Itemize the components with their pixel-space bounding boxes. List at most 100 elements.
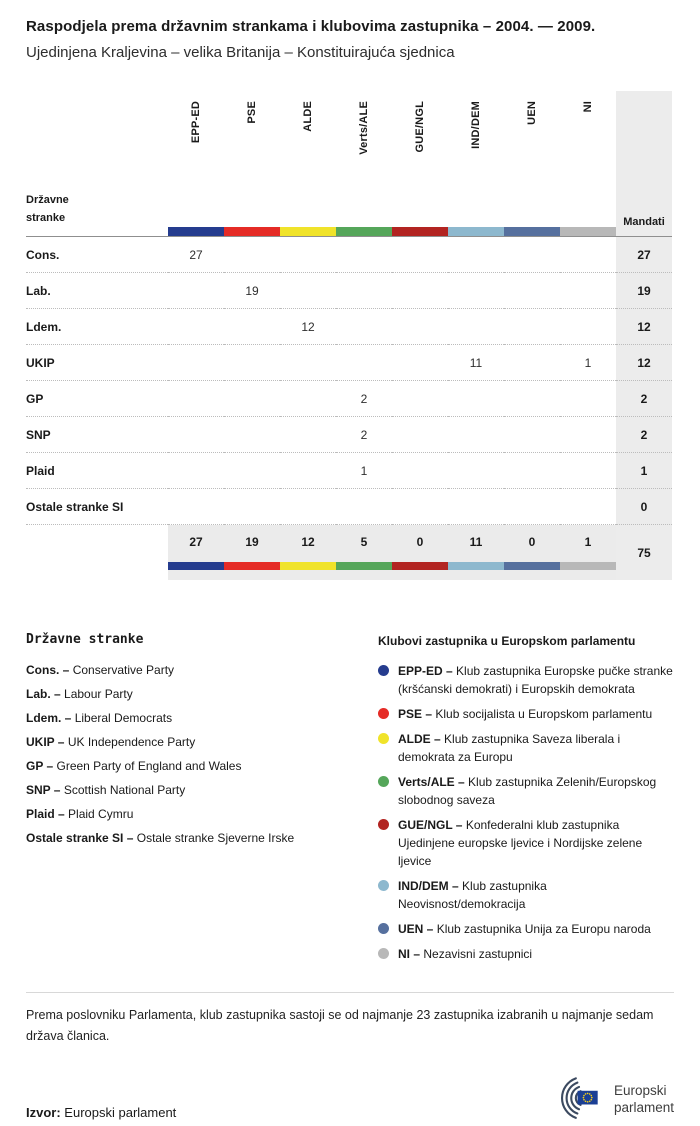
mandati-cell: 2 [616, 416, 672, 453]
europarl-hemicycle-flag-icon [560, 1077, 598, 1120]
value-cell: 27 [168, 236, 224, 273]
party-name-cell: SNP [26, 416, 168, 453]
value-cell [280, 236, 336, 273]
totals-blank-cell [26, 559, 168, 580]
totals-blank-cell [26, 524, 168, 559]
value-cell [168, 272, 224, 309]
table-row: SNP 2 2 [26, 416, 672, 453]
total-cell: 5 [336, 524, 392, 559]
value-cell [504, 380, 560, 417]
value-cell [168, 344, 224, 381]
value-cell [504, 236, 560, 273]
row-header-label: Državne stranke [26, 91, 168, 237]
group-color-dot-epp-ed [378, 665, 389, 676]
value-cell [504, 416, 560, 453]
value-cell [448, 452, 504, 489]
europarl-logo: Europski parlament [541, 1076, 674, 1122]
mandati-cell: 12 [616, 344, 672, 381]
footnote-divider [26, 992, 674, 993]
value-cell [504, 452, 560, 489]
value-cell [392, 236, 448, 273]
value-cell: 19 [224, 272, 280, 309]
legend-party-item: Plaid – Plaid Cymru [26, 807, 134, 821]
table-row: UKIP 11 1 12 [26, 344, 672, 381]
legend-party-item: Ostale stranke SI – Ostale stranke Sjeve… [26, 831, 295, 845]
table-row: Ostale stranke SI 0 [26, 488, 672, 525]
column-header-ni: NI [582, 101, 594, 113]
value-cell [280, 416, 336, 453]
legend-groups: Klubovi zastupnika u Europskom parlament… [378, 632, 674, 970]
table-row: GP 2 2 [26, 380, 672, 417]
value-cell [560, 452, 616, 489]
source-name: Europski parlament [64, 1105, 177, 1121]
legend-party-item: UKIP – UK Independence Party [26, 735, 196, 749]
value-cell [336, 308, 392, 345]
legend-group-item: EPP-ED – Klub zastupnika Europske pučke … [378, 662, 674, 698]
legend-groups-title: Klubovi zastupnika u Europskom parlament… [378, 634, 636, 648]
total-bar-verts-ale [336, 559, 392, 580]
footer: Izvor: Europski parlament [26, 1076, 674, 1122]
legend-group-item: IND/DEM – Klub zastupnika Neovisnost/dem… [378, 877, 674, 913]
color-bar-epp-ed [168, 227, 224, 237]
page-subtitle: Ujedinjena Kraljevina – velika Britanija… [26, 44, 455, 61]
value-cell [280, 452, 336, 489]
total-cell: 27 [168, 524, 224, 559]
group-color-dot-gue-ngl [378, 819, 389, 830]
value-cell [392, 380, 448, 417]
legend-party-item: SNP – Scottish National Party [26, 783, 186, 797]
total-bar-ni [560, 559, 616, 580]
value-cell [336, 272, 392, 309]
group-color-dot-ni [378, 948, 389, 959]
value-cell [448, 308, 504, 345]
total-cell: 12 [280, 524, 336, 559]
value-cell [280, 272, 336, 309]
legend-group-item: UEN – Klub zastupnika Unija za Europu na… [378, 920, 674, 938]
value-cell [224, 488, 280, 525]
value-cell [504, 344, 560, 381]
legend-party-item: Ldem. – Liberal Democrats [26, 711, 173, 725]
mandati-cell: 1 [616, 452, 672, 489]
color-bar-uen [504, 227, 560, 237]
value-cell [336, 344, 392, 381]
legend-party-item: Cons. – Conservative Party [26, 663, 175, 677]
legend-group-item: GUE/NGL – Konfederalni klub zastupnika U… [378, 816, 674, 870]
page-title: Raspodjela prema državnim strankama i kl… [26, 18, 596, 35]
value-cell [504, 488, 560, 525]
value-cell [224, 236, 280, 273]
legend-group-item: NI – Nezavisni zastupnici [378, 945, 674, 963]
value-cell: 2 [336, 416, 392, 453]
value-cell [280, 380, 336, 417]
table-header-row: Državne stranke EPP-ED PSE ALDE Verts/AL… [26, 91, 672, 237]
value-cell [560, 272, 616, 309]
value-cell [392, 344, 448, 381]
value-cell [560, 416, 616, 453]
value-cell [504, 272, 560, 309]
legend-group-item: Verts/ALE – Klub zastupnika Zelenih/Euro… [378, 773, 674, 809]
column-header-uen: UEN [526, 101, 538, 125]
total-bar-ind-dem [448, 559, 504, 580]
group-color-dot-verts-ale [378, 776, 389, 787]
column-header-mandati: Mandati [616, 91, 672, 237]
mandati-cell: 27 [616, 236, 672, 273]
value-cell [224, 308, 280, 345]
value-cell: 1 [560, 344, 616, 381]
total-cell: 19 [224, 524, 280, 559]
color-bar-ind-dem [448, 227, 504, 237]
value-cell [280, 488, 336, 525]
total-cell: 11 [448, 524, 504, 559]
total-bar-pse [224, 559, 280, 580]
value-cell [224, 452, 280, 489]
value-cell: 1 [336, 452, 392, 489]
europarl-logo-text: Europski parlament [613, 1082, 674, 1116]
total-bar-epp-ed [168, 559, 224, 580]
party-name-cell: UKIP [26, 344, 168, 381]
table-row: Ldem. 12 12 [26, 308, 672, 345]
total-cell: 0 [504, 524, 560, 559]
value-cell [448, 272, 504, 309]
value-cell: 2 [336, 380, 392, 417]
value-cell [168, 380, 224, 417]
column-header-alde: ALDE [302, 101, 314, 132]
legend-party-item: GP – Green Party of England and Wales [26, 759, 242, 773]
color-bar-verts-ale [336, 227, 392, 237]
